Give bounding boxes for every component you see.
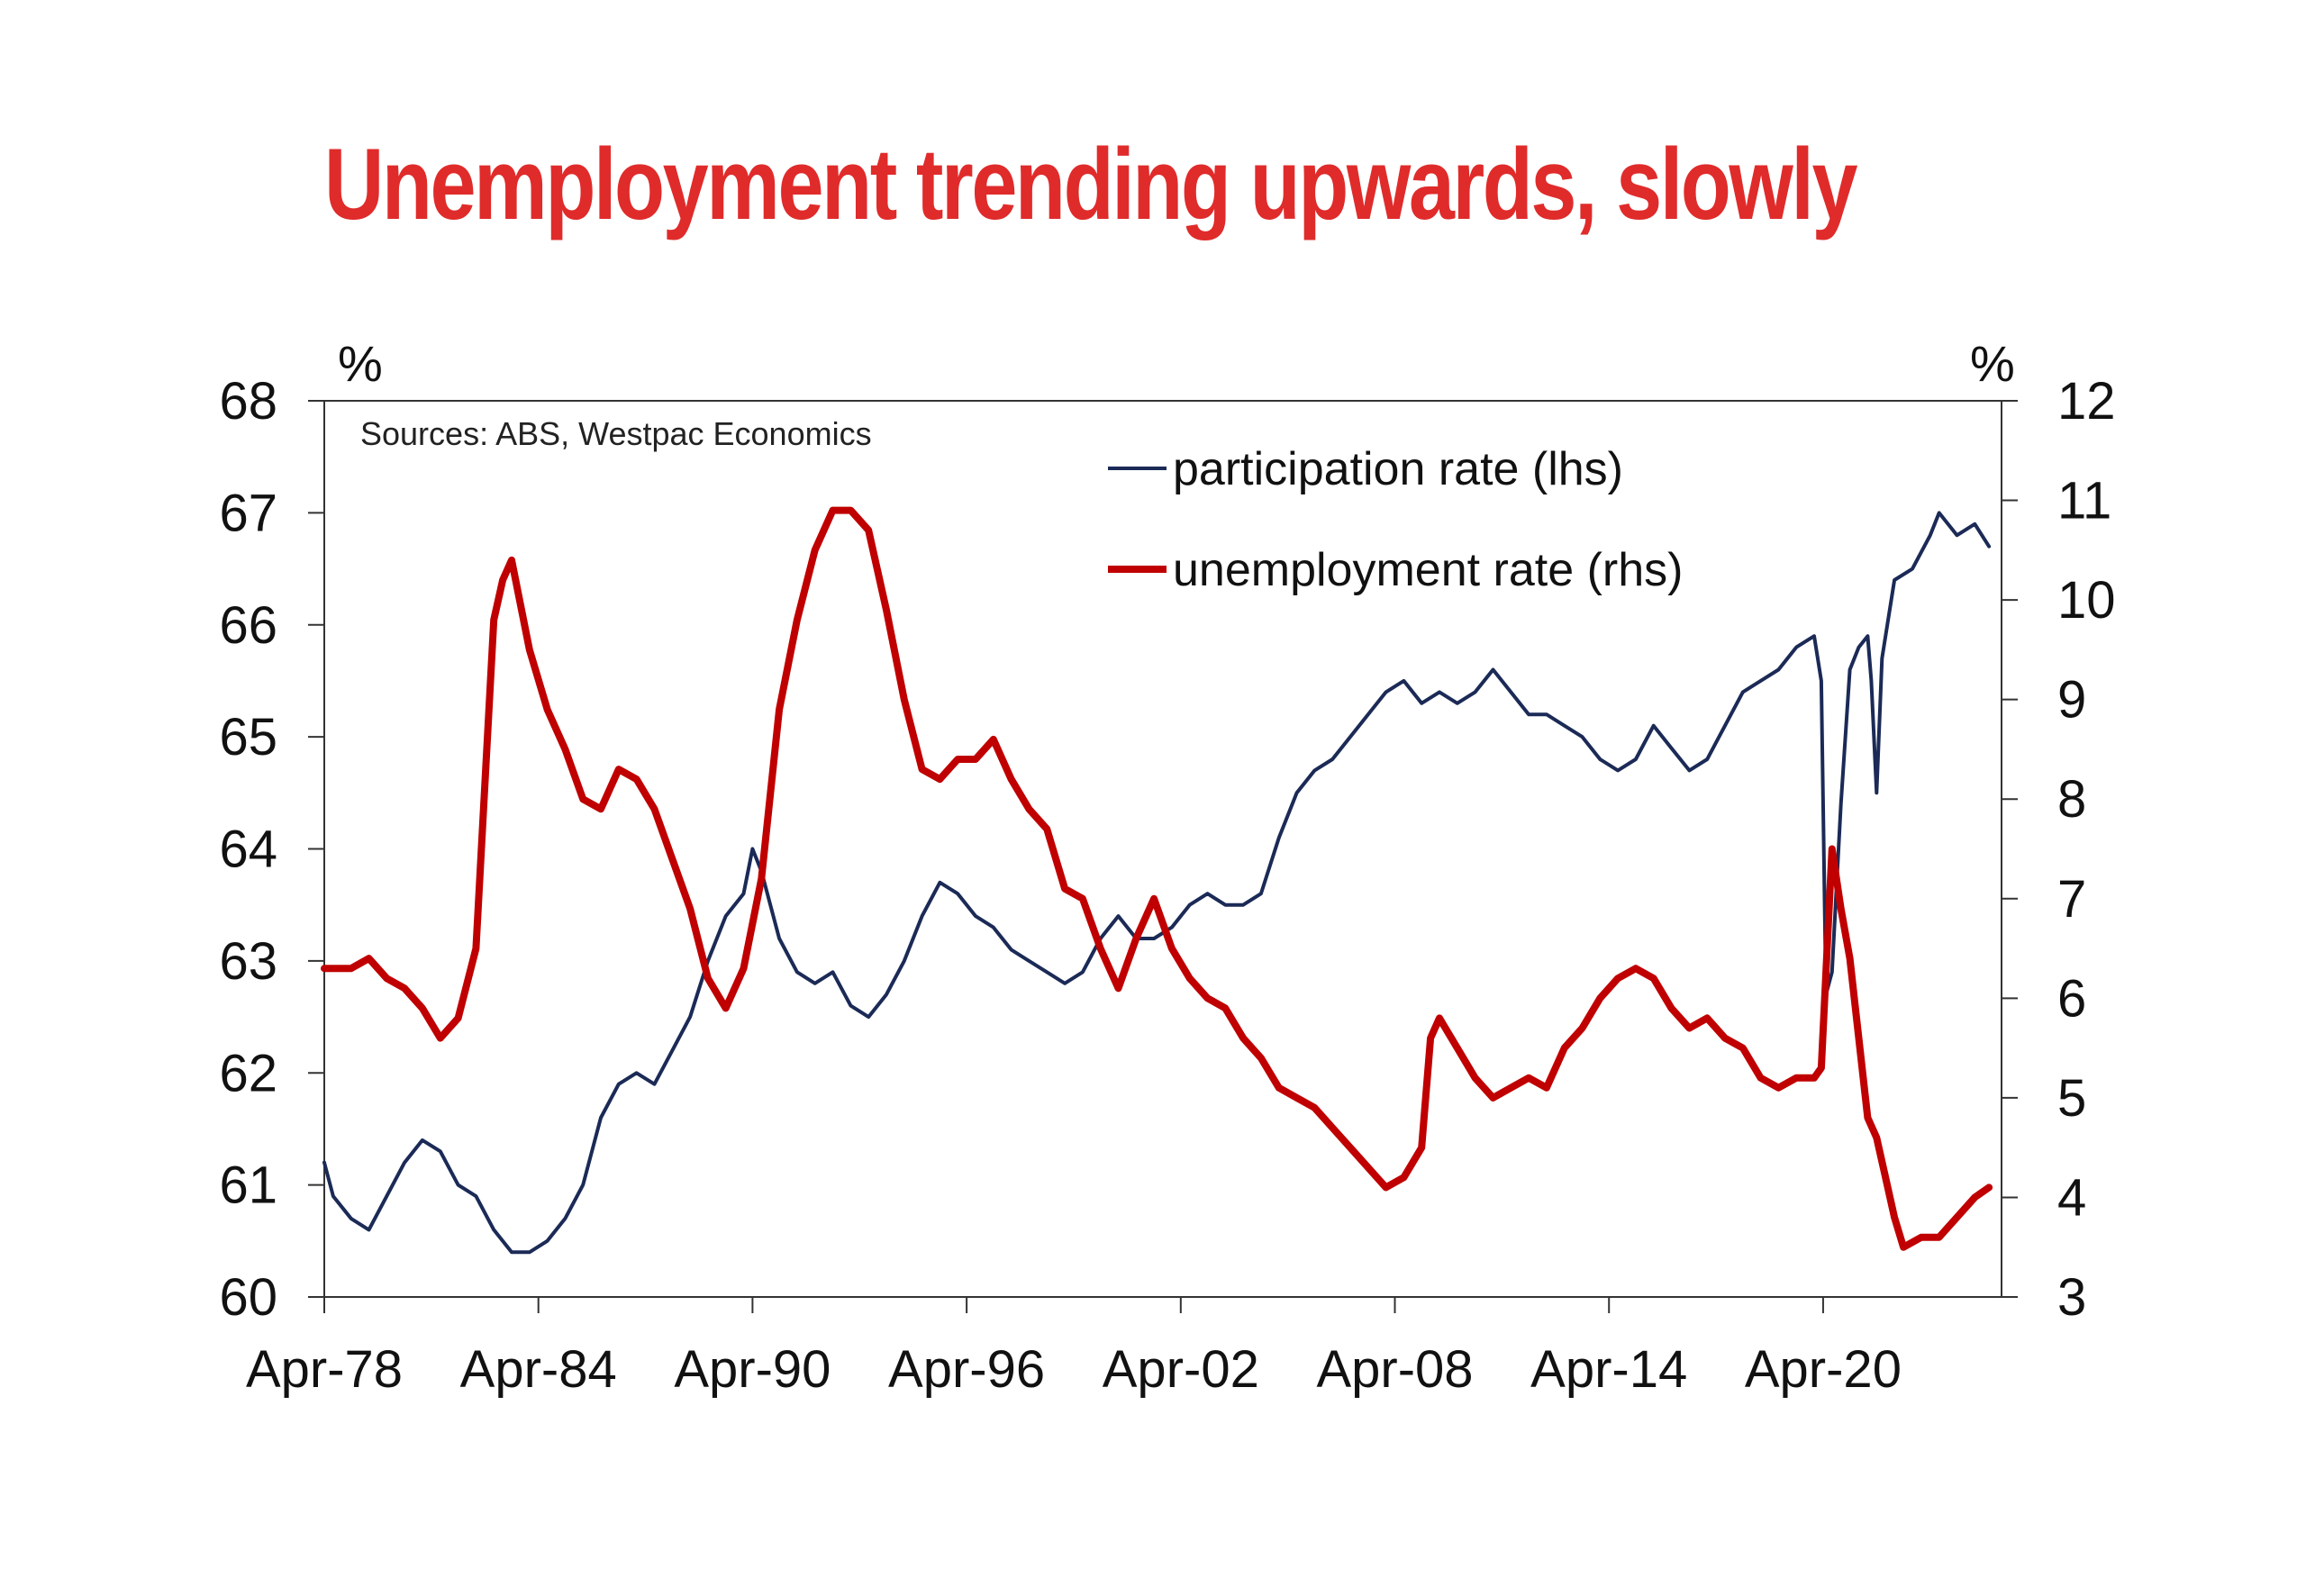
right-tick-label: 5: [2057, 1069, 2086, 1128]
left-tick-label: 61: [219, 1156, 277, 1215]
unemployment-rate-line: [321, 506, 1993, 1251]
x-tick-label: Apr-14: [1530, 1340, 1687, 1399]
right-axis-unit: %: [1970, 335, 2015, 392]
right-tick-label: 6: [2057, 969, 2086, 1028]
x-tick-label: Apr-96: [888, 1340, 1045, 1399]
right-tick-label: 10: [2057, 571, 2116, 630]
right-tick-label: 8: [2057, 770, 2086, 829]
left-tick-label: 63: [219, 932, 277, 991]
plot-frame: [323, 400, 2002, 1298]
x-tick-label: Apr-90: [674, 1340, 831, 1399]
participation-rate-line: [322, 511, 1992, 1255]
x-tick-label: Apr-78: [246, 1340, 403, 1399]
source-note: Sources: ABS, Westpac Economics: [360, 415, 872, 452]
right-tick-label: 3: [2057, 1268, 2086, 1327]
right-tick-label: 7: [2057, 870, 2086, 929]
right-tick-label: 12: [2057, 372, 2116, 431]
x-tick-label: Apr-08: [1316, 1340, 1473, 1399]
legend: participation rate (lhs) unemployment rat…: [1108, 443, 1683, 596]
left-tick-label: 65: [219, 708, 277, 766]
chart-title: Unemployment trending upwards, slowly: [324, 128, 1858, 240]
right-tick-label: 4: [2057, 1168, 2086, 1227]
x-tick-label: Apr-84: [460, 1340, 617, 1399]
left-tick-label: 68: [219, 372, 277, 431]
legend-label-unemployment: unemployment rate (rhs): [1173, 544, 1683, 596]
left-tick-label: 62: [219, 1044, 277, 1102]
left-tick-label: 60: [219, 1268, 277, 1327]
series-lines: [321, 506, 1993, 1255]
right-tick-label: 9: [2057, 671, 2086, 730]
right-tick-label: 11: [2057, 472, 2111, 530]
left-tick-label: 66: [219, 596, 277, 655]
left-tick-label: 67: [219, 484, 277, 542]
legend-label-participation: participation rate (lhs): [1173, 443, 1623, 495]
left-tick-label: 64: [219, 821, 277, 879]
x-tick-label: Apr-02: [1103, 1340, 1259, 1399]
axes: [323, 400, 2002, 1298]
x-tick-label: Apr-20: [1745, 1340, 1902, 1399]
left-axis-unit: %: [338, 335, 383, 392]
